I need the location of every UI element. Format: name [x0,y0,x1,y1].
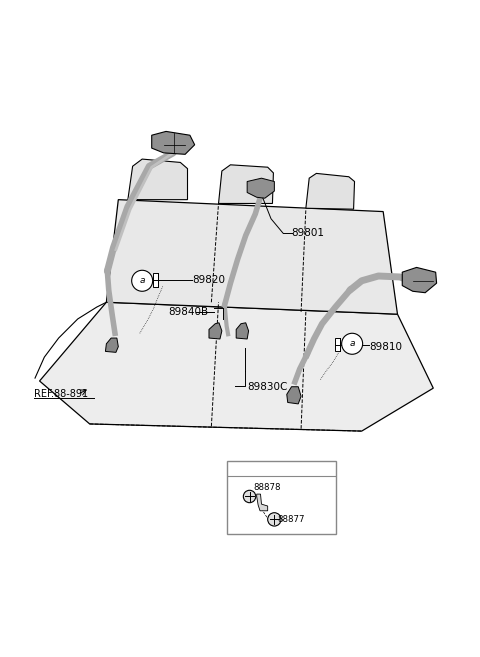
Circle shape [243,490,256,503]
Text: a: a [139,277,145,285]
Text: 89810: 89810 [369,342,402,351]
Polygon shape [39,302,433,431]
Polygon shape [236,323,249,339]
Text: 89840B: 89840B [168,307,208,317]
Polygon shape [106,338,118,352]
Text: 88878: 88878 [253,483,281,491]
Text: 89820: 89820 [192,275,225,285]
Polygon shape [218,165,274,204]
Text: a: a [349,339,355,348]
Circle shape [268,512,281,526]
FancyBboxPatch shape [227,461,336,533]
Polygon shape [287,387,301,404]
Text: a: a [242,471,247,480]
Text: 89830C: 89830C [247,382,288,392]
Polygon shape [152,131,195,154]
FancyBboxPatch shape [336,338,340,351]
Text: 88877: 88877 [277,515,305,524]
Text: 89801: 89801 [291,228,324,238]
Polygon shape [128,159,188,200]
Circle shape [342,333,363,354]
Text: REF.88-891: REF.88-891 [34,390,88,399]
Polygon shape [306,173,355,209]
Circle shape [236,467,253,484]
Polygon shape [402,267,437,293]
Circle shape [132,270,153,291]
Polygon shape [107,200,397,314]
FancyBboxPatch shape [153,273,158,286]
Polygon shape [247,178,275,198]
Polygon shape [257,494,268,510]
Polygon shape [209,323,222,339]
